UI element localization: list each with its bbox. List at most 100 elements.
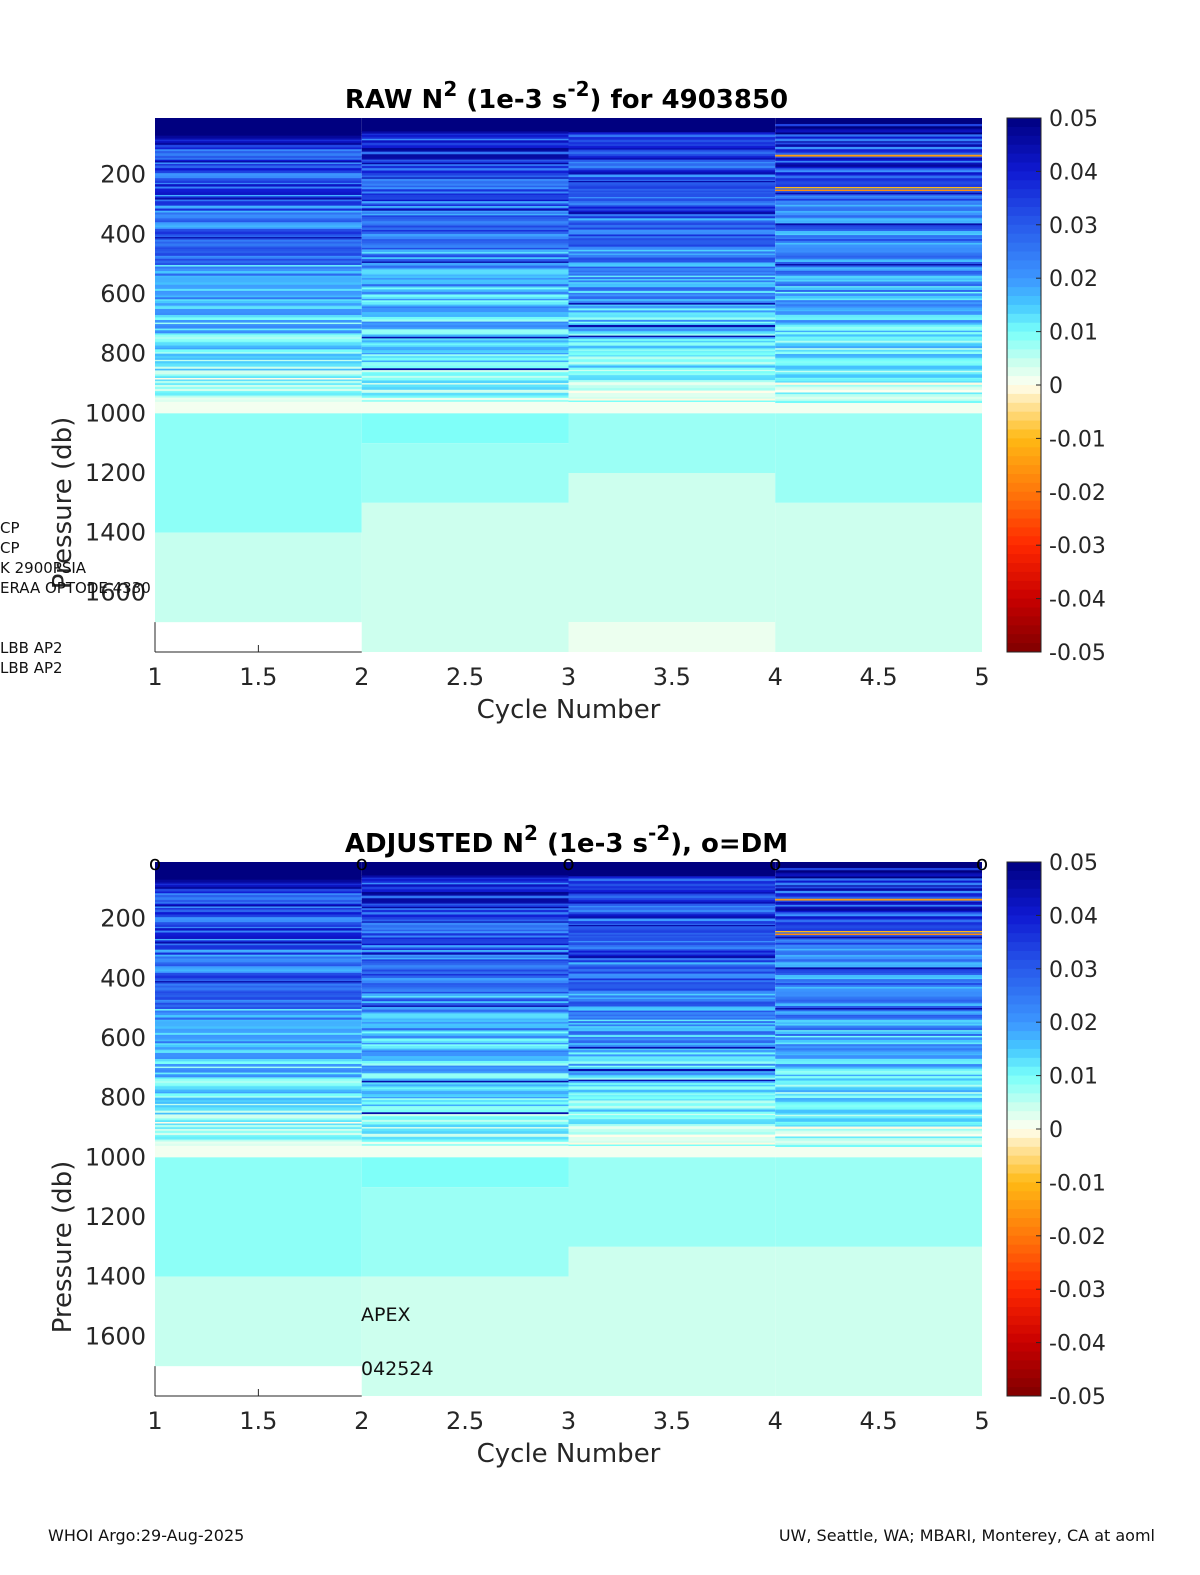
heatmap-cell — [775, 384, 982, 388]
colorbar-swatch — [1007, 1066, 1041, 1077]
heatmap-cell — [361, 1121, 569, 1125]
heatmap-cell — [361, 219, 569, 222]
heatmap-cell — [568, 1151, 776, 1154]
heatmap-cell — [568, 319, 776, 323]
heatmap-cell — [155, 1141, 362, 1145]
heatmap-cell — [568, 1072, 776, 1076]
heatmap-cell — [361, 929, 569, 932]
heatmap-cell — [155, 982, 362, 985]
heatmap-cell — [568, 142, 776, 144]
x-tick-label: 4.5 — [860, 663, 898, 691]
heatmap-cell — [361, 273, 569, 275]
colorbar-swatch — [1007, 563, 1041, 573]
heatmap-cell — [155, 328, 362, 331]
heatmap-cell — [568, 1061, 776, 1065]
heatmap-cell — [155, 282, 362, 286]
heatmap-cell — [155, 168, 362, 171]
heatmap-cell — [775, 974, 982, 979]
heatmap-cell — [775, 1125, 982, 1127]
heatmap-cell — [361, 133, 569, 136]
colorbar-swatch — [1007, 959, 1041, 970]
heatmap-cell — [155, 262, 362, 266]
heatmap-cell — [775, 1070, 982, 1074]
colorbar-tick-label: -0.04 — [1049, 1332, 1106, 1357]
heatmap-cell — [361, 1050, 569, 1053]
x-tick-label: 5 — [974, 1407, 989, 1435]
heatmap-cell — [775, 283, 982, 287]
heatmap-cell — [775, 287, 982, 291]
heatmap-cell — [155, 891, 362, 894]
heatmap-cell — [361, 1063, 569, 1067]
heatmap-cell — [361, 886, 569, 890]
heatmap-cell — [361, 1018, 569, 1021]
heatmap-cell — [361, 975, 569, 979]
colorbar-tick-label: -0.03 — [1049, 1278, 1106, 1303]
heatmap-cell — [155, 164, 362, 166]
heatmap-cell — [775, 882, 982, 886]
heatmap-cell — [775, 230, 982, 235]
heatmap-cell — [155, 978, 362, 981]
heatmap-cell — [155, 265, 362, 267]
heatmap-cell — [775, 200, 982, 204]
heatmap-cell — [775, 348, 982, 351]
heatmap-cell — [568, 946, 776, 950]
heatmap-cell — [568, 118, 776, 133]
sensor-note: LBB AP2 — [0, 639, 63, 657]
heatmap-cell — [775, 253, 982, 257]
heatmap-cell — [568, 294, 776, 297]
heatmap-cell — [361, 251, 569, 255]
heatmap-cell — [775, 1044, 982, 1047]
y-axis-label: Pressure (db) — [48, 417, 78, 590]
heatmap-cell — [568, 321, 776, 324]
heatmap-cell — [775, 220, 982, 223]
heatmap-cell — [568, 395, 776, 398]
heatmap-cell — [775, 346, 982, 349]
colorbar-swatch — [1007, 376, 1041, 386]
heatmap-cell — [568, 373, 776, 376]
heatmap-cell — [775, 251, 982, 254]
heatmap-cell — [775, 1072, 982, 1076]
heatmap-cell — [568, 1001, 776, 1005]
heatmap-cell — [155, 397, 362, 401]
heatmap-cell — [568, 382, 776, 386]
heatmap-cell — [155, 192, 362, 196]
heatmap-cell — [155, 1006, 362, 1010]
heatmap-cell — [775, 870, 982, 874]
heatmap-cell — [361, 1155, 569, 1158]
heatmap-cell — [775, 962, 982, 966]
heatmap-cell — [155, 1010, 362, 1013]
heatmap-cell — [775, 240, 982, 244]
colorbar-swatch — [1007, 1164, 1041, 1174]
heatmap-cell — [361, 1150, 569, 1153]
heatmap-cell — [568, 1101, 776, 1104]
heatmap-cell — [361, 937, 569, 940]
heatmap-cell — [568, 246, 776, 249]
colorbar-swatch — [1007, 1111, 1041, 1121]
heatmap-cell — [155, 287, 362, 290]
heatmap-cell — [775, 212, 982, 216]
heatmap-cell — [155, 906, 362, 909]
heatmap-cell — [155, 1089, 362, 1093]
heatmap-cell — [568, 1078, 776, 1081]
heatmap-cell — [568, 1080, 776, 1084]
heatmap-cell — [155, 903, 362, 906]
colorbar-swatch — [1007, 482, 1041, 493]
heatmap-cell — [361, 355, 569, 359]
heatmap-cell — [568, 958, 776, 961]
heatmap-cell — [361, 271, 569, 274]
heatmap-cell — [361, 262, 569, 266]
heatmap-cell — [155, 1145, 362, 1148]
heatmap-cell — [568, 886, 776, 888]
heatmap-cell — [155, 271, 362, 274]
heatmap-cell — [568, 251, 776, 254]
heatmap-cell — [568, 1027, 776, 1030]
heatmap-cell — [155, 1087, 362, 1090]
heatmap-cell — [361, 391, 569, 394]
colorbar-swatch — [1007, 1040, 1041, 1050]
colorbar-tick-label: 0 — [1049, 374, 1063, 399]
heatmap-cell — [155, 972, 362, 976]
heatmap-cell — [568, 371, 776, 374]
heatmap-cell — [568, 1134, 776, 1138]
heatmap-cell — [775, 1113, 982, 1116]
heatmap-cell — [361, 342, 569, 344]
